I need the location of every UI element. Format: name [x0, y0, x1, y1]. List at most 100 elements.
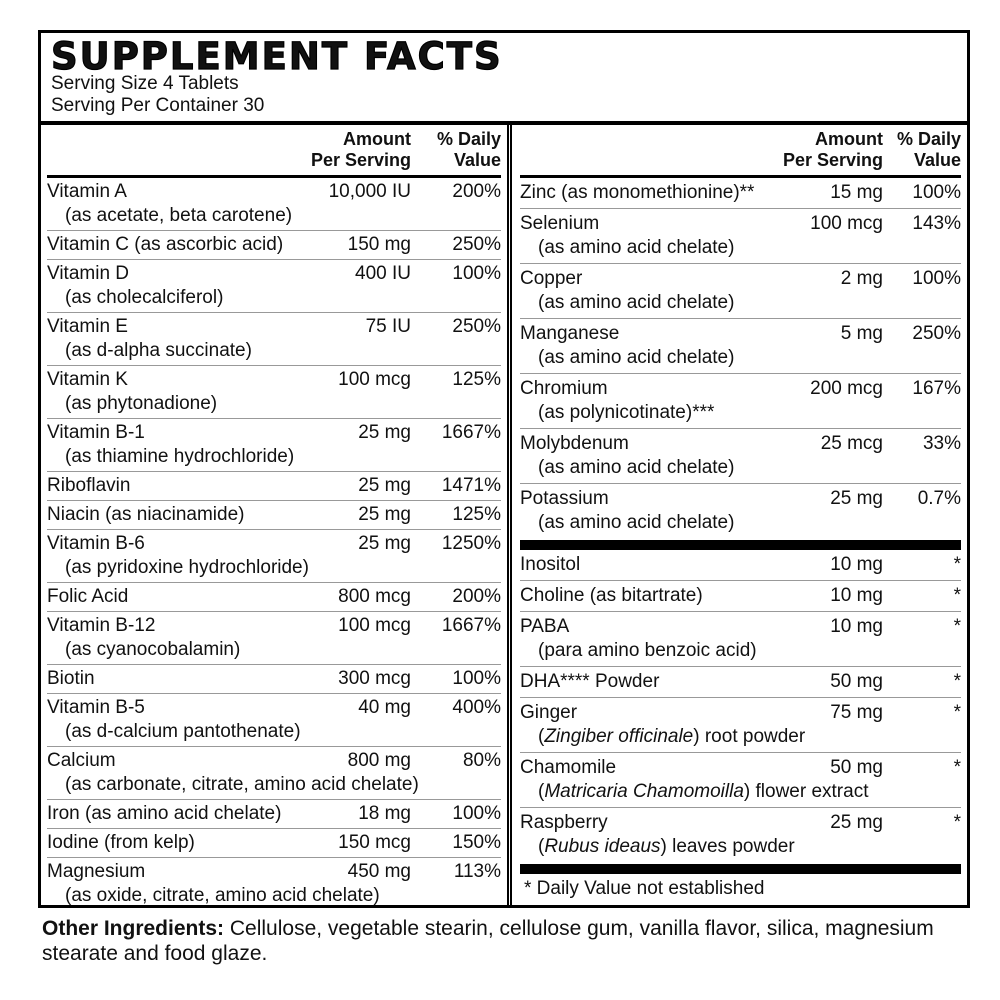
nutrient-dv: *	[953, 554, 961, 575]
nutrient-name: Vitamin E	[47, 316, 128, 337]
nutrient-dv: *	[953, 812, 961, 833]
nutrient-name: Selenium	[520, 213, 600, 234]
nutrient-amount: 10 mg	[830, 616, 883, 637]
source-part: (	[538, 836, 545, 857]
nutrient-dv: 200%	[452, 181, 501, 202]
nutrient-dv: *	[953, 616, 961, 637]
nutrient-dv: 200%	[452, 586, 501, 607]
title: SUPPLEMENT FACTS	[50, 34, 503, 78]
nutrient-amount: 25 mcg	[820, 433, 883, 454]
nutrient-name: Iron (as amino acid chelate)	[47, 803, 282, 824]
nutrient-amount: 200 mcg	[810, 378, 883, 399]
footnote: * Daily Value not established	[524, 878, 765, 899]
nutrient-amount: 50 mg	[830, 671, 883, 692]
nutrient-name: Vitamin A	[47, 181, 127, 202]
nutrient-dv: 1250%	[441, 533, 501, 554]
source-part: Rubus ideaus	[544, 836, 661, 857]
nutrient-dv: 250%	[912, 323, 961, 344]
nutrient-name: Potassium	[520, 488, 609, 509]
nutrient-amount: 25 mg	[358, 504, 411, 525]
source-part: ) leaves powder	[660, 836, 795, 857]
nutrient-row: PABA 10 mg * (para amino benzoic acid)	[520, 611, 961, 666]
nutrient-row: Vitamin B-1 25 mg 1667% (as thiamine hydroc…	[47, 418, 501, 471]
nutrient-row: Ginger 75 mg * (Zingiber officinale) root p…	[520, 697, 961, 752]
nutrient-amount: 18 mg	[358, 803, 411, 824]
nutrient-dv: 250%	[452, 316, 501, 337]
nutrient-row: Iodine (from kelp) 150 mcg 150%	[47, 828, 501, 857]
nutrient-row: Manganese 5 mg 250% (as amino acid chelate)	[520, 318, 961, 373]
nutrient-amount: 100 mcg	[338, 369, 411, 390]
nutrient-dv: 33%	[922, 433, 961, 454]
nutrient-dv: *	[953, 757, 961, 778]
nutrient-row: Vitamin C (as ascorbic acid) 150 mg 250%	[47, 230, 501, 259]
amount-header-line: Amount	[815, 129, 883, 149]
nutrient-amount: 25 mg	[830, 488, 883, 509]
source-part: Matricaria Chamomoilla	[544, 781, 744, 802]
nutrient-row: Vitamin B-5 40 mg 400% (as d-calcium pantot…	[47, 693, 501, 746]
nutrient-amount: 75 mg	[830, 702, 883, 723]
other-ingredients-text: Cellulose, vegetable stearin, cellulose …	[42, 917, 934, 965]
nutrient-row: Magnesium 450 mg 113% (as oxide, citrate, a…	[47, 857, 501, 910]
nutrient-amount: 25 mg	[830, 812, 883, 833]
nutrient-name: Manganese	[520, 323, 620, 344]
nutrient-source: (as acetate, beta carotene)	[65, 205, 293, 226]
nutrient-row: Calcium 800 mg 80% (as carbonate, citrate, …	[47, 746, 501, 799]
nutrient-dv: 113%	[453, 861, 501, 882]
nutrient-source: (as amino acid chelate)	[538, 457, 735, 478]
nutrient-source: (as d-alpha succinate)	[65, 340, 252, 361]
nutrient-dv: 150%	[452, 832, 501, 853]
nutrient-source: (as oxide, citrate, amino acid chelate)	[65, 885, 380, 906]
dv-header-line: Value	[913, 150, 961, 170]
nutrient-source: (as thiamine hydrochloride)	[65, 446, 295, 467]
nutrient-amount: 800 mg	[347, 750, 411, 771]
nutrient-amount: 150 mcg	[338, 832, 411, 853]
nutrient-name: Calcium	[47, 750, 116, 771]
nutrient-amount: 10 mg	[830, 554, 883, 575]
nutrient-row: DHA**** Powder 50 mg *	[520, 666, 961, 697]
nutrient-name: Magnesium	[47, 861, 146, 882]
nutrient-amount: 150 mg	[347, 234, 411, 255]
nutrient-amount: 2 mg	[840, 268, 883, 289]
nutrient-name: Inositol	[520, 554, 581, 575]
nutrient-dv: 1667%	[441, 422, 501, 443]
nutrient-name: DHA**** Powder	[520, 671, 660, 692]
nutrient-dv: 167%	[912, 378, 961, 399]
nutrient-name: Choline (as bitartrate)	[520, 585, 703, 606]
nutrient-amount: 25 mg	[358, 422, 411, 443]
dv-header-line: Value	[453, 150, 501, 170]
nutrient-name: Molybdenum	[520, 433, 629, 454]
columns: Amount Per Serving% Daily Value Vitamin A 10…	[41, 121, 967, 906]
nutrient-name: Ginger	[520, 702, 578, 723]
nutrient-row: Zinc (as monomethionine)** 15 mg 100%	[520, 178, 961, 208]
nutrient-amount: 75 IU	[365, 316, 411, 337]
source-part: ) root powder	[693, 726, 806, 747]
dv-header-line: % Daily	[436, 129, 501, 149]
amount-header-line: Per Serving	[310, 150, 411, 170]
nutrient-row: Raspberry 25 mg * (Rubus ideaus) leaves pow…	[520, 807, 961, 862]
nutrient-name: Vitamin B-5	[47, 697, 145, 718]
nutrient-row: Riboflavin 25 mg 1471%	[47, 471, 501, 500]
nutrient-dv: 400%	[452, 697, 501, 718]
nutrient-row: Vitamin B-6 25 mg 1250% (as pyridoxine hydr…	[47, 529, 501, 582]
nutrient-row: Vitamin K 100 mcg 125% (as phytonadione)	[47, 365, 501, 418]
other-ingredients: Other Ingredients: Cellulose, vegetable …	[42, 916, 972, 966]
column-header: Amount Per Serving% Daily Value	[47, 125, 501, 178]
dv-header: % Daily Value	[883, 129, 961, 171]
nutrient-name: Raspberry	[520, 812, 608, 833]
nutrient-amount: 25 mg	[358, 533, 411, 554]
nutrient-row: Molybdenum 25 mcg 33% (as amino acid chelat…	[520, 428, 961, 483]
dv-header: % Daily Value	[411, 129, 501, 171]
nutrient-source: (as carbonate, citrate, amino acid chela…	[65, 774, 419, 795]
serving-size: Serving Size 4 Tablets	[51, 73, 239, 94]
nutrient-dv: 1471%	[441, 475, 501, 496]
nutrient-row: Biotin 300 mcg 100%	[47, 664, 501, 693]
nutrient-name: Vitamin D	[47, 263, 130, 284]
header-spacer	[520, 129, 771, 171]
nutrient-dv: 125%	[452, 369, 501, 390]
amount-header: Amount Per Serving	[299, 129, 411, 171]
section-bar	[520, 864, 961, 874]
dv-header-line: % Daily	[896, 129, 961, 149]
nutrient-dv: 80%	[462, 750, 501, 771]
nutrient-name: Vitamin B-12	[47, 615, 156, 636]
nutrient-row: Chromium 200 mcg 167% (as polynicotinate)**…	[520, 373, 961, 428]
